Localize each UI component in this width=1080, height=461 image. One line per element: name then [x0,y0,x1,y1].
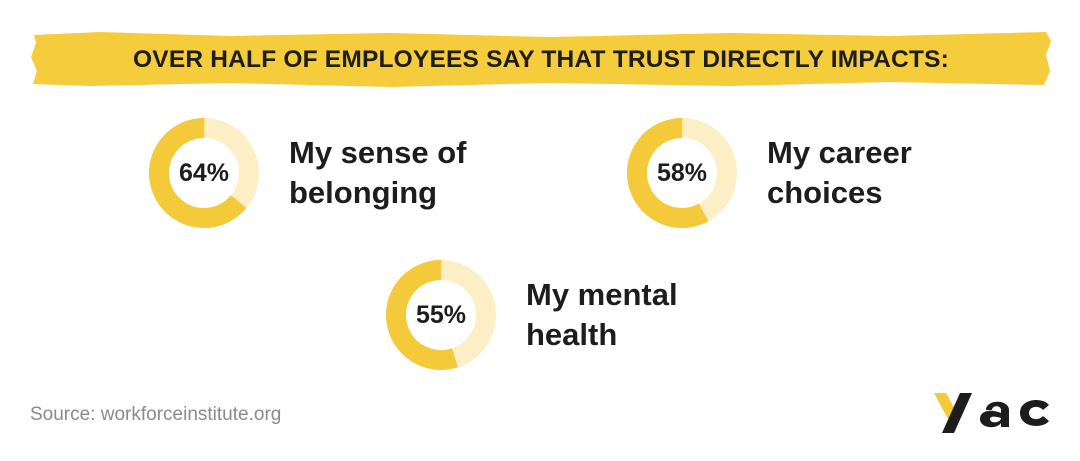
stat-item-mental-health: 55% My mental health [385,259,756,371]
donut-chart: 55% [385,259,497,371]
title-banner: OVER HALF OF EMPLOYEES SAY THAT TRUST DI… [30,31,1052,88]
stat-item-career: 58% My career choices [626,117,997,229]
category-label-line: My mental [526,277,678,312]
category-label-line: My career [767,135,912,170]
donut-slice [627,118,737,228]
data-label: 64% [178,158,230,187]
data-label: 58% [656,158,708,187]
chart-title: OVER HALF OF EMPLOYEES SAY THAT TRUST DI… [133,45,949,73]
source-note: Source: workforceinstitute.org [30,404,282,425]
stat-item-belonging: 64% My sense of belonging [148,117,519,229]
banner-brush-shape [31,32,1051,87]
donut-chart: 64% [148,117,260,229]
category-label-line: choices [767,175,883,210]
category-label-line: My sense of [289,135,467,170]
category-label-line: health [526,317,618,352]
category-label: My sense of belonging [289,133,519,213]
category-label: My career choices [767,133,997,213]
data-label: 55% [415,300,467,329]
donut-chart: 58% [626,117,738,229]
donut-slice [386,260,496,370]
category-label: My mental health [526,275,756,355]
yac-logo [934,393,1049,433]
category-label-line: belonging [289,175,438,210]
